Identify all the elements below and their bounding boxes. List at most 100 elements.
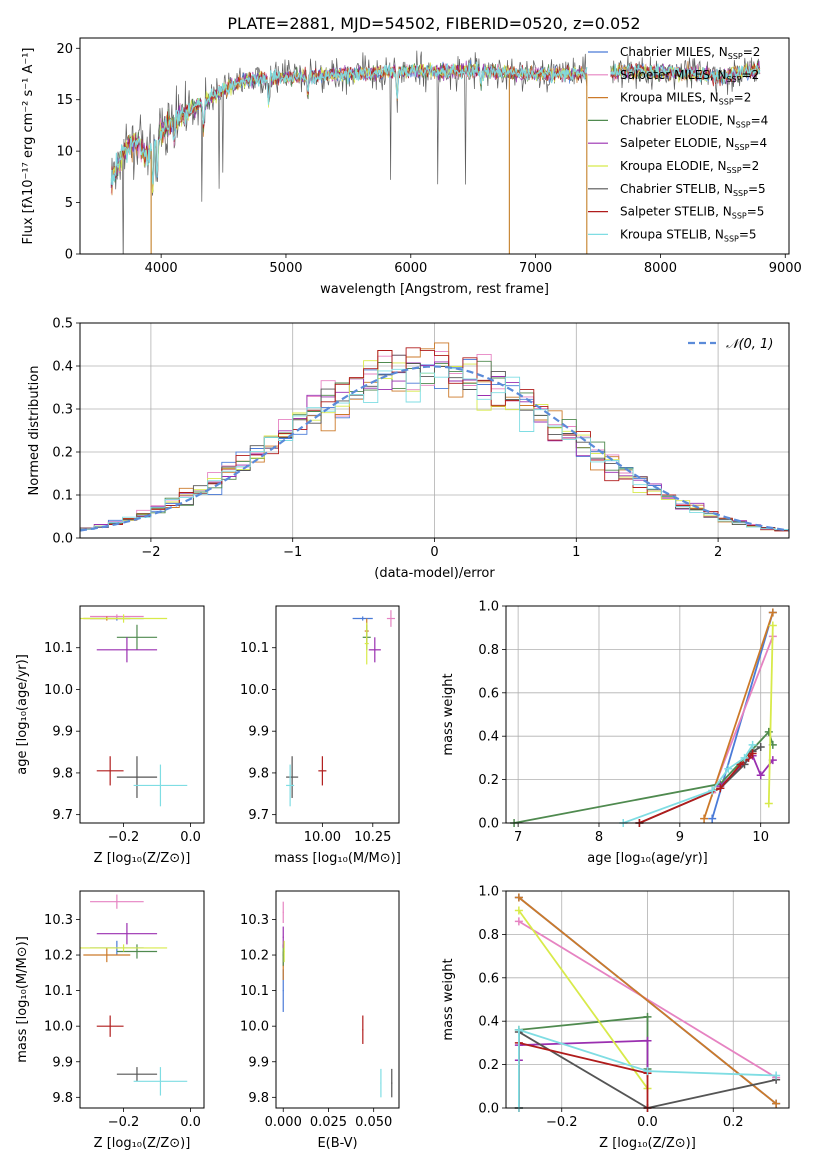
y-axis-label: mass [log₁₀(M/M⊙)]: [15, 936, 30, 1063]
x-tick-label: 8000: [644, 261, 677, 276]
y-tick-label: 0: [65, 248, 73, 263]
weight-marker: [514, 906, 523, 915]
x-tick-label: −0.2: [108, 1115, 140, 1130]
axes-frame: [275, 890, 400, 1109]
spectrum-panel: 0 5 10 15 20 4000 5000 6000 7000 8000 9000 waveleng…: [21, 37, 802, 297]
axes-frame: [79, 605, 205, 824]
y-axis-label: age [log₁₀(age/yr)]: [15, 654, 30, 775]
weight-marker: [768, 608, 777, 617]
legend-entry: Chabrier ELODIE, NSSP=4: [620, 113, 768, 129]
residual-panel: 0.0 0.1 0.2 0.3 0.4 0.5 −2 −1 0 1 2 (data-model)/er…: [27, 317, 790, 581]
x-tick-label: 8: [595, 830, 603, 845]
legend-entry: 𝒩(0, 1): [726, 337, 773, 352]
x-tick-label: −2: [141, 545, 160, 560]
weight-marker: [756, 771, 765, 780]
y-tick-label: 0.5: [52, 317, 73, 332]
y-tick-label: 0.2: [52, 446, 73, 461]
y-tick-label: 0.0: [478, 817, 499, 832]
x-tick-label: 0.0: [180, 1115, 201, 1130]
x-tick-label: −1: [283, 545, 302, 560]
weight-line: [518, 1041, 649, 1108]
weight-line: [518, 1028, 777, 1108]
y-tick-label: 9.7: [52, 808, 73, 823]
age-vs-mass-panel: 9.7 9.8 9.9 10.0 10.1 10.00 10.25 mass [log₁₀(M…: [240, 605, 401, 866]
y-tick-label: 9.9: [248, 1055, 269, 1070]
weight-marker: [736, 760, 745, 769]
y-tick-label: 9.9: [52, 1055, 73, 1070]
x-tick-label: 0.050: [355, 1115, 392, 1130]
weight-marker: [764, 799, 773, 808]
weight-marker: [514, 1025, 523, 1034]
legend-entry: Salpeter STELIB, NSSP=5: [620, 205, 764, 221]
legend-entry: Kroupa STELIB, NSSP=5: [620, 227, 757, 243]
x-tick-label: 0: [430, 545, 438, 560]
weight-marker: [756, 743, 765, 752]
y-tick-label: 10.0: [44, 683, 73, 698]
spectrum-line: [110, 62, 761, 194]
weight-marker: [764, 727, 773, 736]
x-axis-label: age [log₁₀(age/yr)]: [587, 851, 708, 866]
y-tick-label: 0.6: [478, 686, 499, 701]
x-tick-label: 7000: [519, 261, 552, 276]
weight-vs-Z-panel: 0.0 0.2 0.4 0.6 0.8 1.0 −0.2 0.0 0.2 Z [log₁₀(Z/Z…: [441, 885, 790, 1151]
spectrum-line: [110, 61, 761, 186]
x-tick-label: 10.25: [354, 830, 391, 845]
weight-line: [622, 744, 754, 823]
legend-entry: Salpeter ELODIE, NSSP=4: [620, 136, 767, 152]
x-tick-label: 1: [572, 545, 580, 560]
weight-marker: [643, 1067, 652, 1076]
y-tick-label: 1.0: [478, 600, 499, 615]
x-tick-label: 10: [752, 830, 769, 845]
y-tick-label: 15: [56, 93, 73, 108]
y-tick-label: 5: [65, 196, 73, 211]
weight-marker: [740, 753, 749, 762]
y-tick-label: 9.8: [248, 1091, 269, 1106]
x-tick-label: 10.00: [304, 830, 341, 845]
axes-frame: [79, 322, 790, 539]
y-tick-label: 10.2: [240, 949, 269, 964]
y-tick-label: 0.8: [478, 643, 499, 658]
axes-frame: [505, 605, 790, 824]
y-tick-label: 10.1: [240, 641, 269, 656]
weight-marker: [724, 764, 733, 773]
y-tick-label: 9.9: [248, 725, 269, 740]
y-axis-label: Normed distribution: [27, 366, 42, 496]
weight-marker: [748, 749, 757, 758]
y-tick-label: 10.1: [240, 984, 269, 999]
x-axis-label: Z [log₁₀(Z/Z⊙)]: [94, 851, 191, 866]
y-tick-label: 0.2: [478, 773, 499, 788]
y-tick-label: 10.0: [44, 1020, 73, 1035]
weight-marker: [772, 1099, 781, 1108]
x-tick-label: −0.2: [546, 1115, 578, 1130]
figure-title: PLATE=2881, MJD=54502, FIBERID=0520, z=0…: [227, 14, 640, 33]
y-tick-label: 10.0: [240, 1020, 269, 1035]
x-axis-label: Z [log₁₀(Z/Z⊙)]: [599, 1136, 696, 1151]
y-tick-label: 0.1: [52, 489, 73, 504]
x-tick-label: 9: [676, 830, 684, 845]
x-tick-label: 0.000: [265, 1115, 302, 1130]
weight-line: [719, 754, 774, 787]
y-tick-label: 9.8: [248, 766, 269, 781]
mass-vs-ebv-panel: 9.8 9.9 10.0 10.1 10.2 10.3 0.000 0.025 0.050 E(B…: [240, 890, 400, 1151]
x-tick-label: 6000: [394, 261, 427, 276]
y-tick-label: 10.3: [44, 913, 73, 928]
spectrum-legend: Chabrier MILES, NSSP=2 Salpeter MILES, NS…: [588, 45, 768, 243]
y-tick-label: 9.7: [248, 808, 269, 823]
x-axis-label: mass [log₁₀(M/M⊙)]: [274, 851, 401, 866]
axes-frame: [505, 890, 790, 1109]
y-tick-label: 10.3: [240, 913, 269, 928]
weight-marker: [643, 1036, 652, 1045]
x-tick-label: 0.2: [723, 1115, 744, 1130]
weight-marker: [772, 1071, 781, 1080]
x-tick-label: 0.0: [637, 1115, 658, 1130]
x-tick-label: 0.0: [180, 830, 201, 845]
y-tick-label: 0.4: [478, 1015, 499, 1030]
weight-marker: [700, 814, 709, 823]
x-axis-label: E(B-V): [317, 1136, 357, 1151]
y-tick-label: 0.2: [478, 1058, 499, 1073]
y-tick-label: 0.4: [478, 730, 499, 745]
weight-line: [518, 909, 649, 1090]
y-axis-label: Flux [fλ10⁻¹⁷ erg cm⁻² s⁻¹ A⁻¹]: [21, 48, 36, 245]
mass-vs-Z-panel: 9.8 9.9 10.0 10.1 10.2 10.3 −0.2 0.0 Z [log₁₀(Z/…: [15, 890, 205, 1151]
